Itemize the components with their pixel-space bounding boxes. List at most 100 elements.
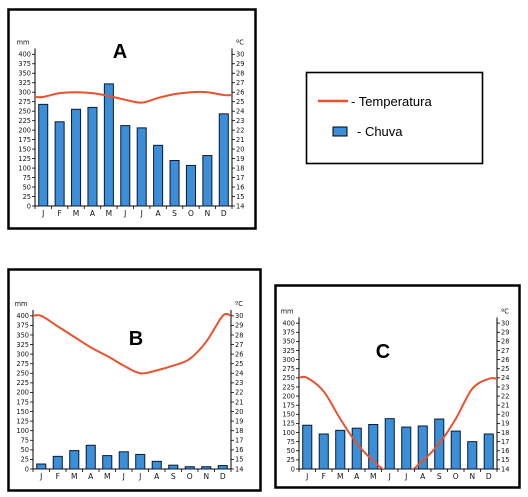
chart-c-y2tick-label: 18 (501, 429, 509, 437)
chart-a-xtick-label: D (221, 209, 227, 218)
chart-a-xtick-label: A (90, 209, 96, 218)
chart-c-y2tick-label: 29 (501, 329, 509, 337)
chart-c-y2tick-label: 23 (501, 383, 509, 391)
chart-b-y2tick-label: 25 (235, 360, 243, 368)
chart-c-xtick-label: J (388, 472, 391, 481)
chart-c-ytick-label: 150 (282, 411, 295, 419)
chart-b-y2tick-label: 18 (235, 427, 243, 435)
chart-c-y2tick-label: 20 (501, 411, 509, 419)
chart-b-xtick-label: J (122, 472, 125, 481)
chart-c-y2tick-label: 19 (501, 420, 509, 428)
chart-b-ytick-label: 350 (16, 331, 29, 339)
chart-c-ylabel: mm (281, 308, 294, 316)
chart-b-y2tick-label: 21 (235, 398, 243, 406)
chart-c-bar-11 (483, 433, 494, 470)
legend: - Temperatura - Chuva (318, 94, 432, 139)
chart-c-title: C (376, 341, 390, 363)
chart-c-bar-6 (401, 426, 412, 470)
chart-b-y2tick-label: 22 (235, 389, 243, 397)
chart-a-y2tick-label: 15 (236, 193, 244, 201)
chart-c-ytick-label: 200 (282, 392, 295, 400)
chart-c-xtick-label: S (437, 472, 442, 481)
chart-c-xtick-label: J (404, 472, 407, 481)
chart-b-y2tick-label: 23 (235, 379, 243, 387)
chart-a-bar-3 (87, 106, 98, 207)
chart-c-ytick-label: 125 (282, 420, 295, 428)
chart-b-bar-2 (69, 450, 80, 470)
chart-a-y2tick-label: 23 (236, 117, 244, 125)
chart-c-bar-0 (302, 424, 313, 470)
chart-b-y2tick-label: 17 (235, 437, 243, 445)
chart-a-ytick-label: 125 (18, 155, 31, 163)
chart-c-ytick-label: 400 (282, 319, 295, 327)
chart-b-xtick-label: J (138, 472, 141, 481)
chart-c-y2tick-label: 25 (501, 365, 509, 373)
chart-b-y2tick-label: 28 (235, 331, 243, 339)
chart-c-ytick-label: 225 (282, 383, 295, 391)
chart-a-xtick-label: M (73, 209, 79, 218)
chart-c-ytick-label: 300 (282, 356, 295, 364)
chart-a-y2tick-label: 25 (236, 98, 244, 106)
chart-a-xtick-label: A (156, 209, 162, 218)
chart-b-y2tick-label: 29 (235, 322, 243, 330)
chart-b-title: B (129, 328, 143, 350)
chart-a-ytick-label: 200 (18, 126, 31, 134)
chart-c-y2tick-label: 26 (501, 356, 509, 364)
chart-a-y2tick-label: 29 (236, 60, 244, 68)
chart-a-y2tick-label: 18 (236, 164, 244, 172)
chart-c-y2tick-label: 16 (501, 447, 509, 455)
chart-b-ytick-label: 100 (16, 427, 29, 435)
chart-c-y2label: ºC (501, 308, 509, 316)
chart-b-ylabel: mm (15, 300, 28, 308)
chart-a-temperature-line (35, 90, 232, 104)
chart-c-ytick-label: 375 (282, 329, 295, 337)
chart-b-ytick-label: 300 (16, 350, 29, 358)
chart-c-xtick-label: J (305, 472, 308, 481)
chart-b-bar-5 (118, 451, 129, 470)
chart-c-ytick-label: 325 (282, 347, 295, 355)
chart-c-y2tick-label: 21 (501, 401, 509, 409)
chart-a-y2tick-label: 30 (236, 51, 244, 59)
chart-c-ytick-label: 25 (287, 456, 295, 464)
chart-a-title: A (113, 41, 127, 63)
chart-a-xtick-label: N (205, 209, 211, 218)
chart-a-ytick-label: 275 (18, 98, 31, 106)
chart-b-ytick-label: 325 (16, 341, 29, 349)
chart-c-bar-5 (384, 418, 395, 470)
chart-b-bar-9 (184, 466, 195, 470)
chart-a-ytick-label: 400 (18, 51, 31, 59)
chart-a-xtick-label: S (172, 209, 177, 218)
chart-a-y2tick-label: 28 (236, 70, 244, 78)
chart-b-ytick-label: 225 (16, 379, 29, 387)
chart-b-y2tick-label: 30 (235, 312, 243, 320)
chart-c-ytick-label: 50 (287, 447, 295, 455)
chart-b-xtick-label: N (203, 472, 209, 481)
chart-c-y2tick-label: 15 (501, 456, 509, 464)
chart-b-y2tick-label: 27 (235, 341, 243, 349)
chart-a-ytick-label: 350 (18, 70, 31, 78)
chart-c-ytick-label: 0 (291, 465, 295, 473)
chart-c: 0255075100125150175200225250275300325350… (281, 308, 510, 482)
chart-b-xtick-label: A (154, 472, 160, 481)
chart-a-ytick-label: 75 (23, 174, 31, 182)
chart-b-bar-4 (102, 455, 113, 470)
chart-c-ytick-label: 175 (282, 401, 295, 409)
chart-a-y2tick-label: 17 (236, 174, 244, 182)
chart-b-bar-0 (36, 463, 47, 470)
chart-b-ytick-label: 400 (16, 312, 29, 320)
chart-b-ytick-label: 75 (21, 437, 29, 445)
chart-b-y2tick-label: 16 (235, 446, 243, 454)
chart-a-ytick-label: 250 (18, 107, 31, 115)
chart-a-ytick-label: 0 (27, 202, 31, 210)
chart-c-ytick-label: 350 (282, 338, 295, 346)
chart-c-xtick-label: N (469, 472, 475, 481)
chart-b-temperature-line (33, 312, 231, 375)
chart-b-xtick-label: M (71, 472, 77, 481)
chart-b-ytick-label: 250 (16, 370, 29, 378)
chart-b-xtick-label: S (171, 472, 176, 481)
chart-b-bar-3 (85, 444, 96, 470)
chart-a-y2tick-label: 26 (236, 89, 244, 97)
chart-b-bar-1 (52, 455, 63, 470)
chart-c-xtick-label: D (486, 472, 492, 481)
chart-a-y2tick-label: 27 (236, 79, 244, 87)
